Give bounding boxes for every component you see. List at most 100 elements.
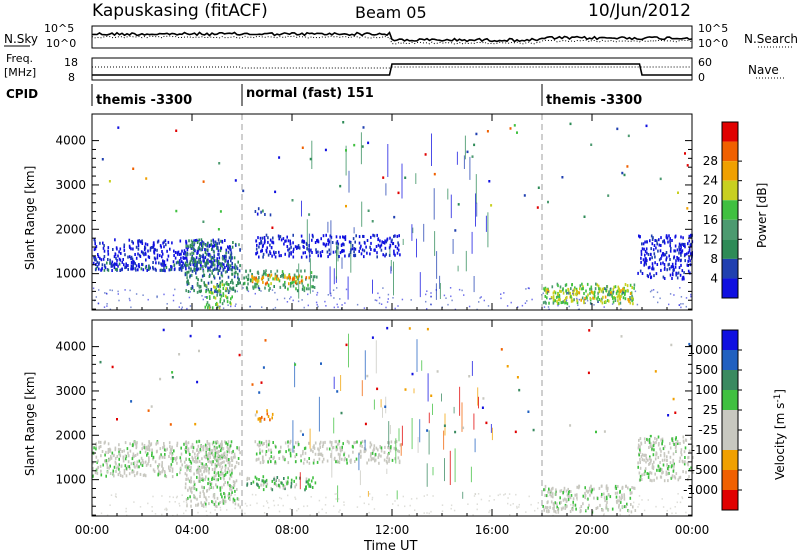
data-cell [615,495,618,499]
data-ground-scatter [397,305,399,307]
data-cell [552,495,554,499]
colorbar-label: 100 [695,383,718,397]
data-cell [147,462,149,466]
data-cell [142,251,145,255]
data-cell [206,440,209,443]
data-cell [95,447,97,451]
data-cell [194,496,196,500]
data-dot [516,131,518,134]
data-cell [295,441,297,445]
data-cell [552,297,555,301]
data-ground-scatter [677,493,679,495]
data-cell [380,449,383,453]
data-cell [171,447,173,451]
data-streak [311,140,313,169]
data-cell [588,486,591,490]
data-cell [213,496,216,500]
data-cell [363,249,366,253]
data-cell [131,457,134,461]
time-axis-title: Time UT [363,539,417,554]
data-cell [388,246,391,250]
data-cell [682,275,685,279]
data-cell [289,239,291,243]
data-cell [687,269,690,273]
data-cell [582,502,584,506]
data-dot [301,146,304,149]
data-cell [193,267,196,271]
data-cell [235,284,238,287]
data-dot [384,405,387,408]
data-cell [211,256,213,260]
data-cell [269,238,272,242]
data-cell [342,242,344,246]
data-cell [188,486,191,490]
data-cell [137,252,139,256]
data-dot [340,411,343,415]
data-ground-scatter [577,304,579,306]
data-cell [257,236,259,240]
data-cell [196,454,199,458]
data-cell [247,282,249,286]
velocity-scatter [92,326,694,517]
xtick-label: 04:00 [175,523,210,537]
data-cell [128,465,131,469]
data-ground-scatter [129,289,131,292]
data-cell [204,262,207,266]
data-cell [300,459,302,463]
data-cell [204,248,206,251]
data-cell [224,481,226,484]
data-cell [545,494,548,498]
data-ground-scatter [629,298,632,301]
data-cell [222,294,225,297]
data-cell [217,262,220,266]
data-cell [658,238,660,242]
data-ground-scatter [450,504,453,507]
data-cell [258,287,261,291]
data-cell [290,478,293,482]
data-cell [371,451,374,455]
data-cell [227,267,229,271]
data-ground-scatter [332,289,335,291]
data-ground-scatter [524,302,527,304]
data-ground-scatter [572,292,574,295]
data-cell [113,453,115,457]
data-ground-scatter [130,306,132,309]
data-cell [223,256,226,260]
data-cell [313,286,316,289]
data-ground-scatter [124,289,126,291]
data-cell [213,259,215,263]
data-cell [222,268,224,272]
data-cell [199,242,201,246]
data-streak [452,239,454,254]
data-ground-scatter [203,493,205,496]
data-cell [200,242,203,246]
data-cell [270,460,272,464]
data-cell [201,462,204,466]
data-cell [293,479,295,483]
data-ground-scatter [392,297,394,299]
data-cell [616,290,618,294]
data-cell [383,241,386,245]
data-dot [433,172,436,176]
data-cell [208,447,211,451]
data-cell [585,289,587,293]
data-cell [232,455,235,459]
data-cell [303,289,306,293]
data-cell [155,442,157,446]
data-ground-scatter [680,303,682,305]
data-cell [315,248,317,252]
data-cell [234,502,237,506]
data-cell [253,277,255,280]
data-cell [131,267,134,271]
data-cell [193,239,195,243]
data-streak [471,361,473,376]
data-dot [462,426,465,430]
data-cell [684,460,686,464]
data-cell [219,290,222,294]
data-cell [195,271,197,275]
data-cell [204,251,207,254]
data-cell [335,445,338,449]
data-cell [189,252,192,256]
data-cell [565,301,567,305]
data-cell [679,273,682,277]
